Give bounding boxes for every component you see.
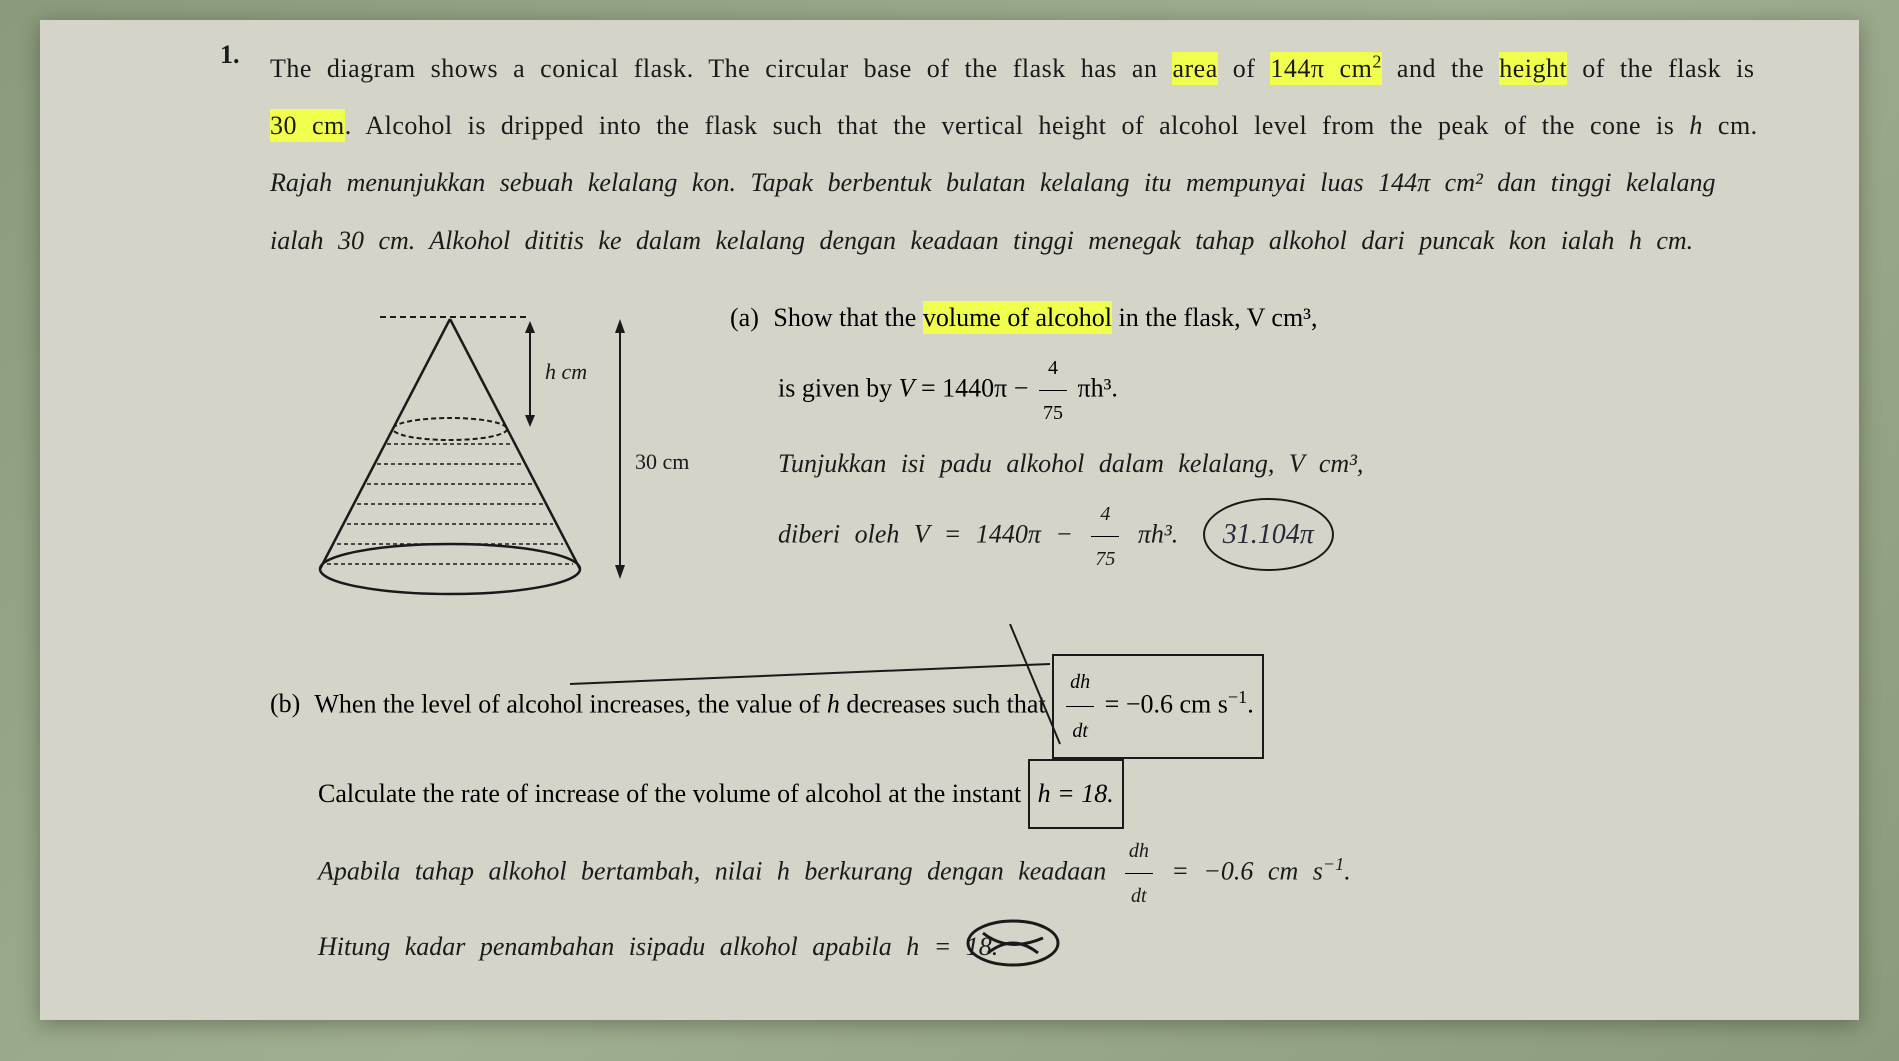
question-1: 1. The diagram shows a conical flask. Th…	[220, 40, 1759, 975]
boxed-h18: h = 18.	[1028, 759, 1124, 829]
rate-exp-2: −1	[1323, 854, 1344, 874]
dh: dh	[1066, 658, 1094, 707]
variable-h: h	[1689, 111, 1703, 140]
rate-exp: −1	[1228, 687, 1247, 707]
formula-end: πh³.	[1077, 373, 1117, 402]
part-b-label: (b)	[270, 673, 300, 735]
text-segment: Show that the	[773, 303, 923, 332]
fraction: 4 75	[1039, 346, 1067, 435]
malay-text-2: Hitung kadar penambahan isipadu alkohol …	[318, 932, 998, 961]
formula-intro: is given by	[778, 373, 899, 402]
part-a: (a) Show that the volume of alcohol in t…	[730, 289, 1759, 581]
part-a-formula: is given by V = 1440π − 4 75 πh³.	[730, 346, 1759, 435]
variable-h: h	[827, 689, 840, 718]
text-segment: . Alcohol is dripped into the flask such…	[345, 111, 1690, 140]
text-segment: of	[1218, 54, 1271, 83]
text-segment: decreases such that	[840, 689, 1052, 718]
dt-2: dt	[1125, 874, 1153, 918]
text-segment: When the level of alcohol increases, the…	[314, 689, 827, 718]
rate-value: = −0.6 cm s	[1105, 689, 1228, 718]
worksheet-page: 1. The diagram shows a conical flask. Th…	[40, 20, 1859, 1020]
text-segment: cm.	[1703, 111, 1758, 140]
area-exp: 2	[1372, 51, 1382, 71]
dh-dt-frac-2: dh dt	[1125, 829, 1153, 918]
highlight-height-word: height	[1499, 52, 1567, 85]
boxed-rate: dh dt = −0.6 cm s−1.	[1052, 654, 1264, 759]
formula-V: V	[899, 373, 915, 402]
frac-num-2: 4	[1091, 492, 1119, 537]
question-number: 1.	[220, 40, 250, 975]
text-segment: Calculate the rate of increase of the vo…	[318, 779, 1028, 808]
malay-statement: Rajah menunjukkan sebuah kelalang kon. T…	[270, 154, 1759, 268]
part-a-malay-line1: Tunjukkan isi padu alkohol dalam kelalan…	[730, 435, 1759, 492]
cone-diagram: h cm 30 cm	[270, 289, 690, 614]
part-b-english-line2: Calculate the rate of increase of the vo…	[270, 759, 1759, 829]
english-statement: The diagram shows a conical flask. The c…	[270, 40, 1759, 154]
text-segment: of the flask is	[1567, 54, 1754, 83]
frac-den-2: 75	[1091, 537, 1119, 581]
text-segment: in the flask, V cm³,	[1112, 303, 1317, 332]
scribble-circle	[958, 918, 1078, 978]
svg-text:30 cm: 30 cm	[635, 449, 689, 474]
malay-text-1: Apabila tahap alkohol bertambah, nilai h…	[318, 857, 1121, 886]
area-value: 144π cm	[1270, 54, 1372, 83]
dh-dt-frac: dh dt	[1066, 658, 1094, 755]
frac-num: 4	[1039, 346, 1067, 391]
question-body: The diagram shows a conical flask. The c…	[270, 40, 1759, 975]
part-a-english-line1: (a) Show that the volume of alcohol in t…	[730, 289, 1759, 346]
frac-den: 75	[1039, 391, 1067, 435]
handwritten-annotation: 31.104π	[1203, 498, 1334, 572]
fraction-2: 4 75	[1091, 492, 1119, 581]
part-b-malay-line1: Apabila tahap alkohol bertambah, nilai h…	[270, 829, 1759, 918]
rate-value-2: = −0.6 cm s	[1171, 857, 1323, 886]
dh-2: dh	[1125, 829, 1153, 874]
part-b-english-line1: (b) When the level of alcohol increases,…	[270, 654, 1759, 759]
formula-end-2: πh³.	[1138, 520, 1178, 549]
part-b-malay-line2: Hitung kadar penambahan isipadu alkohol …	[270, 918, 1759, 975]
diagram-and-part-a-row: h cm 30 cm (a) Show that the volume of a…	[270, 289, 1759, 614]
svg-text:h cm: h cm	[545, 359, 587, 384]
malay-formula-intro: diberi oleh V = 1440π −	[778, 520, 1087, 549]
text-segment: and the	[1382, 54, 1499, 83]
part-a-label: (a)	[730, 289, 759, 346]
highlight-height-value: 30 cm	[270, 109, 345, 142]
part-a-malay-line2: diberi oleh V = 1440π − 4 75 πh³. 31.104…	[730, 492, 1759, 581]
formula-eq: = 1440π −	[921, 373, 1035, 402]
part-b: (b) When the level of alcohol increases,…	[270, 654, 1759, 976]
text-segment: The diagram shows a conical flask. The c…	[270, 54, 1172, 83]
highlight-area-value: 144π cm2	[1270, 52, 1381, 85]
highlight-area: area	[1172, 52, 1217, 85]
dt: dt	[1066, 707, 1094, 755]
highlight-volume: volume of alcohol	[923, 301, 1112, 334]
